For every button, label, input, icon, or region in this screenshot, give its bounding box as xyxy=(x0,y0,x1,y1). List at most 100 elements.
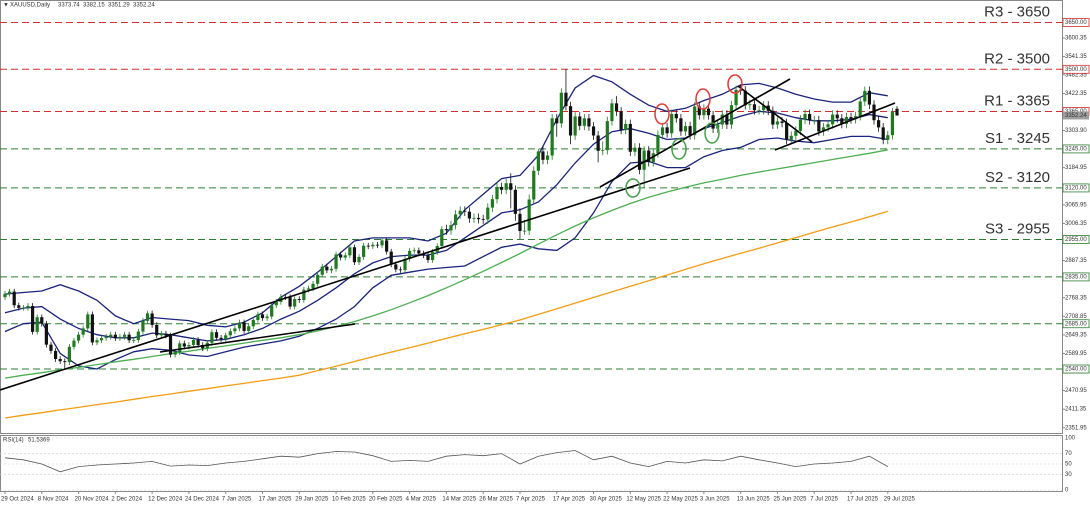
y-tick-label: 3065.95 xyxy=(1065,202,1087,208)
last-low: 3351.29 xyxy=(108,3,130,9)
candle-body xyxy=(325,266,329,271)
candle-body xyxy=(178,343,182,353)
candle-body xyxy=(555,118,559,124)
candle-body xyxy=(568,106,573,136)
candle-body xyxy=(40,317,44,324)
circle xyxy=(625,178,641,198)
x-tick-label: 29 Jul 2025 xyxy=(884,497,916,503)
candle-body xyxy=(642,150,646,170)
candle-body xyxy=(81,328,85,335)
x-tick-label: 7 Jan 2025 xyxy=(222,497,252,503)
candle-body xyxy=(743,90,747,106)
candle-body xyxy=(803,113,807,120)
candle-body xyxy=(656,134,660,154)
candle-body xyxy=(182,343,186,347)
candle-body xyxy=(660,127,665,135)
candle-body xyxy=(858,101,862,117)
candle-body xyxy=(385,240,389,252)
candle-body xyxy=(426,255,430,261)
candle-body xyxy=(509,183,513,190)
candle-body xyxy=(35,317,39,332)
candle-body xyxy=(21,307,25,309)
candle-body xyxy=(320,266,324,275)
y-tick-label: 3303.90 xyxy=(1065,128,1087,134)
level-axis-box xyxy=(1062,235,1090,244)
x-tick-label: 29 Oct 2024 xyxy=(1,497,34,503)
candle-body xyxy=(394,264,398,270)
candle-body xyxy=(67,346,71,363)
candle-body xyxy=(499,186,504,190)
y-tick-label: 2351.95 xyxy=(1065,425,1087,431)
circle xyxy=(695,88,711,110)
candle-body xyxy=(49,344,53,351)
candle-body xyxy=(242,322,246,331)
candle-body xyxy=(453,214,458,226)
candle-body xyxy=(550,118,554,156)
candle-body xyxy=(7,291,12,294)
x-tick-label: 20 Nov 2024 xyxy=(75,497,110,503)
last-price-box xyxy=(1063,111,1089,120)
candle-body xyxy=(504,183,508,190)
x-tick-label: 12 May 2025 xyxy=(626,497,661,503)
candle-body xyxy=(541,151,545,160)
chart-title: XAUUSD,Daily xyxy=(10,3,50,9)
circle xyxy=(654,103,670,125)
candle-body xyxy=(403,258,407,271)
x-tick-label: 17 Jul 2025 xyxy=(847,497,879,503)
candle-body xyxy=(821,127,826,132)
y-tick-label: 2470.95 xyxy=(1065,388,1087,394)
candle-body xyxy=(302,289,306,301)
candle-body xyxy=(224,335,228,340)
candle-body xyxy=(619,111,623,130)
level-axis-label: 2955.00 xyxy=(1065,237,1087,243)
candle-body xyxy=(679,118,683,132)
candle-body xyxy=(398,269,403,271)
candle-body xyxy=(86,314,90,329)
rsi-line xyxy=(4,450,888,473)
candle-body xyxy=(12,291,16,306)
x-tick-label: 30 Apr 2025 xyxy=(590,497,623,503)
x-tick-label: 17 Jan 2025 xyxy=(258,497,292,503)
candle-body xyxy=(297,299,301,301)
x-tick-label: 3 Jun 2025 xyxy=(700,497,730,503)
level-axis-label: 3245.00 xyxy=(1065,146,1087,152)
candle-body xyxy=(164,333,168,336)
candle-body xyxy=(490,199,494,208)
candle-body xyxy=(693,106,697,136)
candle-body xyxy=(72,340,76,347)
candle-body xyxy=(734,89,738,106)
candle-body xyxy=(26,305,30,308)
candle-body xyxy=(463,210,467,212)
candle-body xyxy=(844,117,849,124)
candle-body xyxy=(288,297,292,307)
candle-body xyxy=(688,126,692,136)
candle-body xyxy=(481,219,485,220)
candle-body xyxy=(210,332,214,343)
candle-body xyxy=(233,328,237,332)
candle-body xyxy=(127,334,131,341)
level-axis-label: 3120.00 xyxy=(1065,186,1087,192)
candle-body xyxy=(260,314,265,319)
candle-body xyxy=(408,250,412,259)
candle-body xyxy=(578,116,582,126)
x-tick-label: 4 Mar 2025 xyxy=(406,497,437,503)
overlay-line xyxy=(4,110,888,342)
candle-body xyxy=(624,123,628,130)
candle-body xyxy=(637,147,642,170)
candle-body xyxy=(458,210,462,215)
candle-body xyxy=(697,106,701,116)
candle-body xyxy=(808,113,812,121)
circle xyxy=(727,74,743,94)
candle-body xyxy=(339,254,343,258)
candle-body xyxy=(536,151,540,171)
candle-body xyxy=(752,104,757,111)
candle-body xyxy=(366,245,370,247)
rsi-tick-label: 0 xyxy=(1065,488,1069,494)
x-tick-label: 13 Jun 2025 xyxy=(737,497,771,503)
level-axis-box xyxy=(1062,364,1090,374)
candle-body xyxy=(849,117,853,120)
candle-body xyxy=(256,314,260,320)
candle-body xyxy=(343,255,347,258)
candle-body xyxy=(495,186,499,200)
